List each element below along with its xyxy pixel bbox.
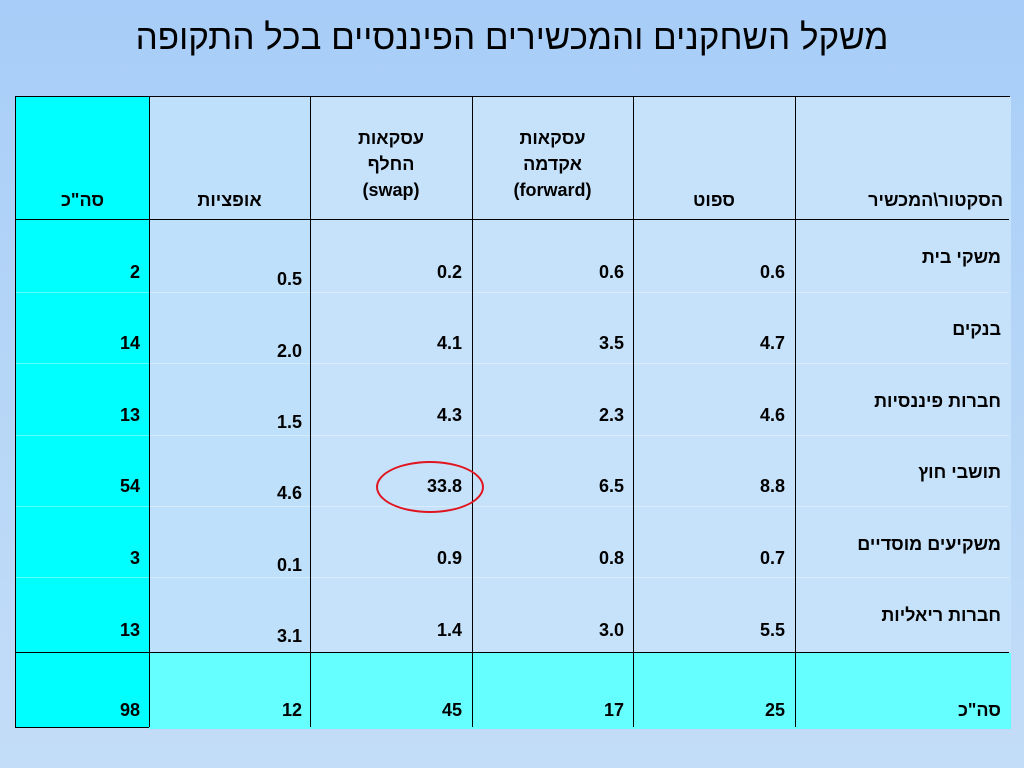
cell-forward: 6.5 [598,476,624,496]
grid-line [149,97,150,727]
grid-line [310,97,311,727]
header-forward: עסקאות אקדמה (forward) [513,128,592,200]
cell-forward: 3.5 [598,333,624,353]
forward-column-bg [472,97,633,727]
grid-line [472,97,473,727]
cell-options: 0.5 [276,269,302,289]
cell-spot: 5.5 [759,620,785,640]
cell-swap: 4.3 [436,405,462,425]
grid-line [16,652,1009,653]
options-column-bg [149,97,310,727]
spot-column-bg [633,97,795,727]
row-label: משקי בית [921,247,1001,267]
cell-total: 3 [129,548,140,568]
cell-spot: 8.8 [759,476,785,496]
row-divider [16,363,1009,364]
data-table: סה"כ אופציות עסקאות החלף (swap) עסקאות א… [15,96,1011,729]
cell-total: 14 [119,333,140,353]
row-divider [16,577,1009,578]
header-total: סה"כ [60,190,105,210]
cell-options: 12 [281,700,302,720]
cell-swap: 4.1 [436,333,462,353]
cell-total: 98 [119,700,140,720]
cell-spot: 25 [764,700,785,720]
cell-forward: 0.6 [598,262,624,282]
total-column-bg [16,97,149,727]
cell-spot: 0.7 [759,548,785,568]
row-label: סה"כ [957,700,1001,720]
cell-total: 13 [119,405,140,425]
cell-total: 54 [119,476,140,496]
cell-total: 13 [119,620,140,640]
swap-column-bg [310,97,472,727]
cell-total: 2 [129,262,140,282]
row-label: תושבי חוץ [918,462,1001,482]
row-divider [16,435,1009,436]
cell-spot: 4.6 [759,405,785,425]
header-swap: עסקאות החלף (swap) [357,128,425,200]
page-title: משקל השחקנים והמכשירים הפיננסיים בכל התק… [135,18,889,57]
row-divider [16,292,1009,293]
cell-swap: 45 [441,700,462,720]
sector-column-bg [795,97,1011,727]
cell-forward: 0.8 [598,548,624,568]
cell-swap: 0.9 [436,548,462,568]
row-label: חברות ריאליות [881,605,1001,625]
header-spot: ספוט [693,190,735,210]
header-options: אופציות [197,190,262,210]
row-label: משקיעים מוסדיים [857,534,1001,554]
cell-options: 1.5 [276,412,302,432]
cell-options: 4.6 [276,483,302,503]
cell-forward: 2.3 [598,405,624,425]
cell-swap: 0.2 [436,262,462,282]
row-label: בנקים [952,319,1001,339]
cell-options: 3.1 [276,626,302,646]
cell-swap: 1.4 [436,620,462,640]
cell-options: 2.0 [276,341,302,361]
grid-line [795,97,796,727]
header-sector: הסקטור\המכשיר [868,190,1003,210]
cell-forward: 17 [603,700,624,720]
cell-options: 0.1 [276,555,302,575]
cell-spot: 4.7 [759,333,785,353]
total-row-bg [149,653,1011,729]
cell-spot: 0.6 [759,262,785,282]
grid-line [633,97,634,727]
row-label: חברות פיננסיות [874,391,1001,411]
cell-forward: 3.0 [598,620,624,640]
row-divider [16,506,1009,507]
highlight-circle [376,461,484,513]
grid-line [16,219,1009,220]
